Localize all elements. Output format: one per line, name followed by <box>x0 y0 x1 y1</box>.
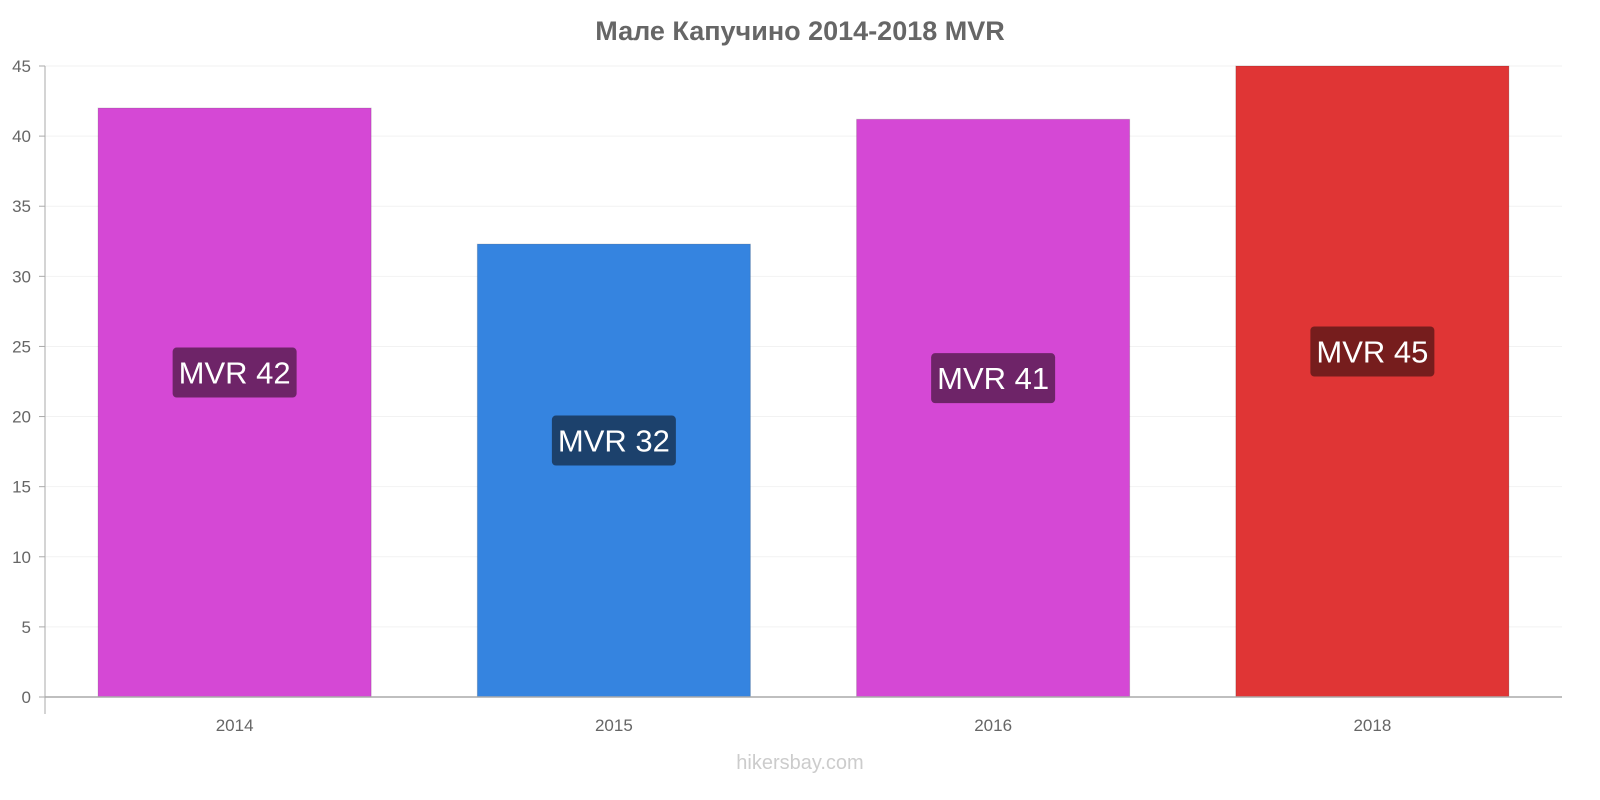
y-tick-label: 15 <box>12 478 31 497</box>
credit-text: hikersbay.com <box>736 752 864 774</box>
chart-title: Мале Капучино 2014-2018 MVR <box>595 16 1005 46</box>
data-label: MVR 45 <box>1316 335 1428 370</box>
x-tick-label: 2015 <box>595 716 633 735</box>
y-tick-label: 40 <box>12 127 31 146</box>
data-label: MVR 42 <box>179 356 291 391</box>
x-tick-label: 2014 <box>216 716 254 735</box>
data-label-box <box>1310 326 1435 377</box>
data-label: MVR 32 <box>558 424 670 459</box>
bar-2015 <box>476 243 751 698</box>
data-label: MVR 41 <box>937 361 1049 396</box>
bar-2016 <box>856 118 1131 698</box>
y-tick-label: 0 <box>22 688 31 707</box>
bar-2014 <box>97 107 372 698</box>
bar-2018 <box>1235 65 1510 698</box>
y-tick-label: 5 <box>22 618 31 637</box>
data-label-box <box>551 415 676 466</box>
data-label-box <box>172 347 297 398</box>
y-tick-label: 10 <box>12 548 31 567</box>
y-tick-label: 25 <box>12 337 31 356</box>
x-tick-label: 2018 <box>1353 716 1391 735</box>
y-tick-label: 30 <box>12 267 31 286</box>
data-label-box <box>931 353 1056 404</box>
x-tick-label: 2016 <box>974 716 1012 735</box>
y-tick-label: 45 <box>12 57 31 76</box>
y-tick-label: 35 <box>12 197 31 216</box>
y-tick-label: 20 <box>12 408 31 427</box>
